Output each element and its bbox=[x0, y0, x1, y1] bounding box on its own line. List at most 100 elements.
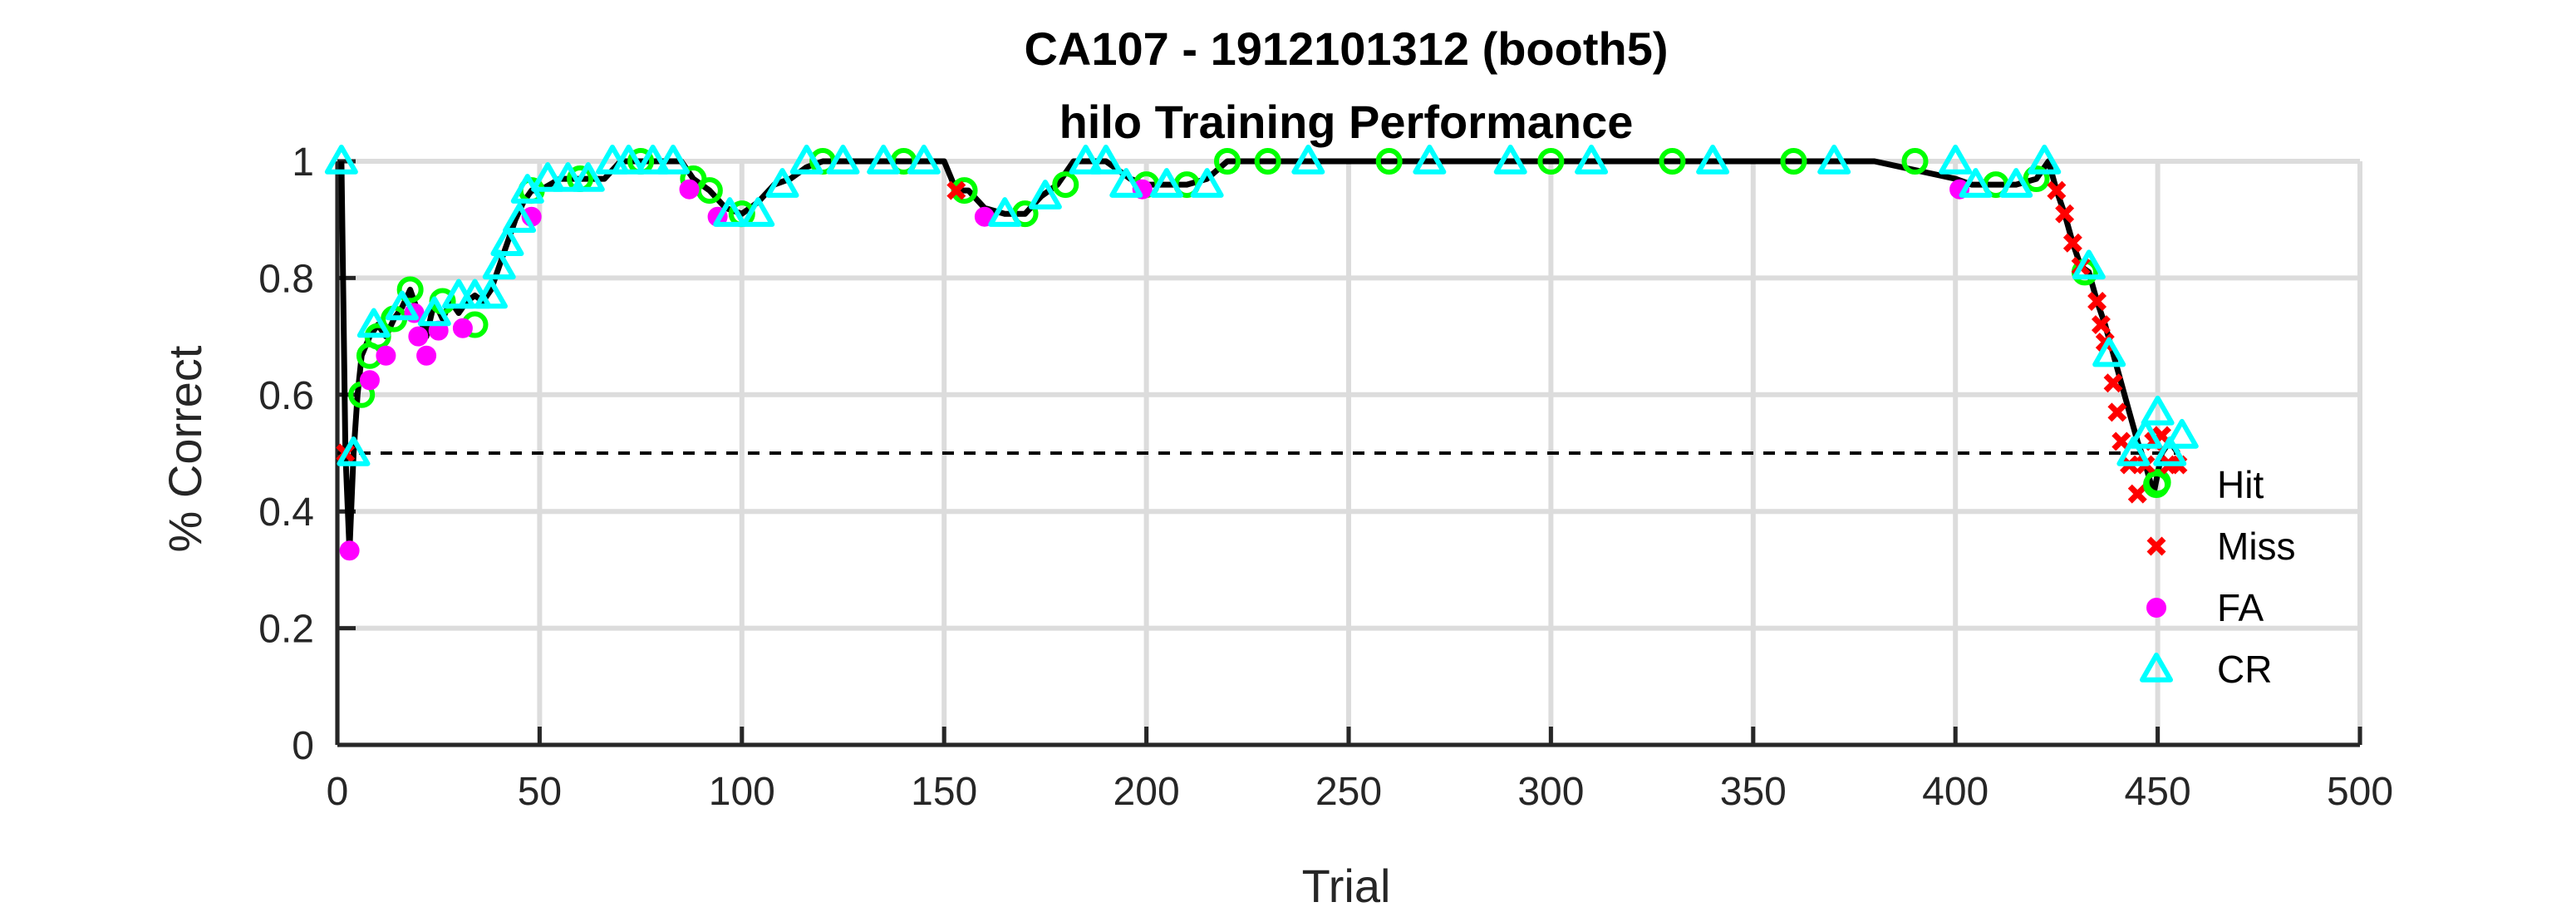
cr-point bbox=[1939, 145, 1973, 175]
legend-miss-label: Miss bbox=[2217, 525, 2296, 568]
cr-point bbox=[2028, 145, 2062, 175]
cr-point bbox=[1149, 168, 1183, 198]
y-tick-label: 0.2 bbox=[258, 608, 314, 652]
cr-point bbox=[417, 296, 451, 327]
miss-point bbox=[2087, 292, 2107, 311]
cr-point bbox=[571, 162, 605, 192]
cr-point bbox=[531, 162, 565, 192]
cr-point bbox=[1089, 145, 1123, 175]
plot-area: 0 50 100 150 200 250 300 350 400 450 500 0 0.2 0.4 0.6… bbox=[258, 140, 2393, 814]
cr-point bbox=[1575, 145, 1609, 175]
x-tick-label: 500 bbox=[2327, 770, 2393, 814]
hit-point bbox=[1375, 148, 1403, 175]
chart-subtitle: hilo Training Performance bbox=[1059, 96, 1634, 148]
x-axis-label: Trial bbox=[1302, 860, 1391, 912]
cr-point bbox=[867, 145, 901, 175]
hit-point bbox=[1659, 148, 1686, 175]
legend: Hit Miss FA CR bbox=[2140, 463, 2296, 691]
hit-point bbox=[396, 276, 424, 303]
cr-point bbox=[2072, 249, 2106, 280]
cr-point bbox=[1817, 145, 1851, 175]
x-tick-label: 400 bbox=[1922, 770, 1989, 814]
x-tick-label: 150 bbox=[911, 770, 977, 814]
fa-point bbox=[452, 318, 473, 338]
miss-point bbox=[2047, 180, 2067, 200]
y-tick-label: 0.4 bbox=[258, 491, 314, 535]
cr-point bbox=[1069, 145, 1103, 175]
cr-point bbox=[2092, 337, 2126, 367]
cr-point bbox=[907, 145, 941, 175]
cr-point bbox=[2128, 418, 2162, 449]
cr-point bbox=[1696, 145, 1730, 175]
cr-point bbox=[1109, 168, 1143, 198]
miss-point bbox=[2111, 431, 2131, 451]
legend-cr-label: CR bbox=[2217, 648, 2272, 691]
miss-point bbox=[2062, 233, 2082, 253]
cr-point bbox=[988, 197, 1022, 227]
x-tick-label: 0 bbox=[327, 770, 349, 814]
hit-point bbox=[2023, 165, 2050, 193]
legend-fa-label: FA bbox=[2217, 586, 2264, 629]
hit-point bbox=[1901, 148, 1929, 175]
fa-point bbox=[339, 540, 360, 561]
y-axis-label: % Correct bbox=[159, 345, 211, 552]
cr-point bbox=[636, 145, 670, 175]
x-tick-label: 200 bbox=[1113, 770, 1180, 814]
hit-point bbox=[1780, 148, 1807, 175]
hit-point bbox=[1254, 148, 1281, 175]
y-tick-label: 1 bbox=[292, 140, 314, 185]
miss-point bbox=[2055, 204, 2075, 224]
fa-point bbox=[376, 345, 396, 366]
miss-point bbox=[2107, 402, 2127, 422]
cr-point bbox=[1190, 168, 1224, 198]
cr-point bbox=[789, 145, 823, 175]
cr-point bbox=[713, 197, 747, 227]
y-tick-label: 0.8 bbox=[258, 257, 314, 301]
cr-point bbox=[551, 162, 585, 192]
fa-point bbox=[359, 370, 380, 391]
cr-point bbox=[337, 436, 371, 466]
fa-point bbox=[416, 345, 437, 366]
cr-point bbox=[2153, 436, 2187, 466]
cr-point bbox=[490, 226, 524, 257]
cr-point bbox=[356, 308, 391, 338]
cr-point bbox=[1028, 180, 1062, 210]
x-tick-label: 300 bbox=[1517, 770, 1584, 814]
fa-point bbox=[679, 179, 700, 200]
x-tick-label: 50 bbox=[518, 770, 562, 814]
hit-point bbox=[1537, 148, 1565, 175]
cr-point bbox=[503, 203, 537, 233]
x-tick-label: 250 bbox=[1315, 770, 1382, 814]
cr-point bbox=[1959, 168, 1993, 198]
cr-point bbox=[1291, 145, 1325, 175]
cr-point bbox=[324, 145, 358, 175]
cr-point bbox=[482, 249, 516, 280]
cr-point bbox=[826, 145, 860, 175]
cr-point bbox=[2141, 395, 2175, 426]
x-tick-label: 350 bbox=[1720, 770, 1787, 814]
cr-point bbox=[612, 145, 646, 175]
hit-point bbox=[1213, 148, 1241, 175]
miss-point bbox=[2091, 315, 2111, 335]
legend-hit-label: Hit bbox=[2217, 463, 2264, 506]
cr-point bbox=[385, 290, 419, 321]
x-tick-label: 450 bbox=[2125, 770, 2191, 814]
cr-point bbox=[1493, 145, 1527, 175]
x-tick-label: 100 bbox=[709, 770, 775, 814]
performance-line bbox=[338, 158, 2180, 554]
legend-fa-marker bbox=[2146, 598, 2166, 618]
fa-point bbox=[408, 326, 429, 347]
cr-point bbox=[474, 279, 508, 309]
cr-point bbox=[1413, 145, 1447, 175]
y-tick-label: 0 bbox=[292, 724, 314, 768]
miss-point bbox=[2127, 484, 2147, 504]
cr-point bbox=[741, 197, 775, 227]
miss-point bbox=[2103, 373, 2123, 393]
legend-cr-marker bbox=[2140, 653, 2173, 683]
hit-point bbox=[1052, 171, 1079, 199]
cr-point bbox=[1999, 168, 2033, 198]
legend-miss-marker bbox=[2146, 536, 2166, 556]
miss-point bbox=[946, 180, 966, 200]
cr-point bbox=[765, 168, 799, 198]
